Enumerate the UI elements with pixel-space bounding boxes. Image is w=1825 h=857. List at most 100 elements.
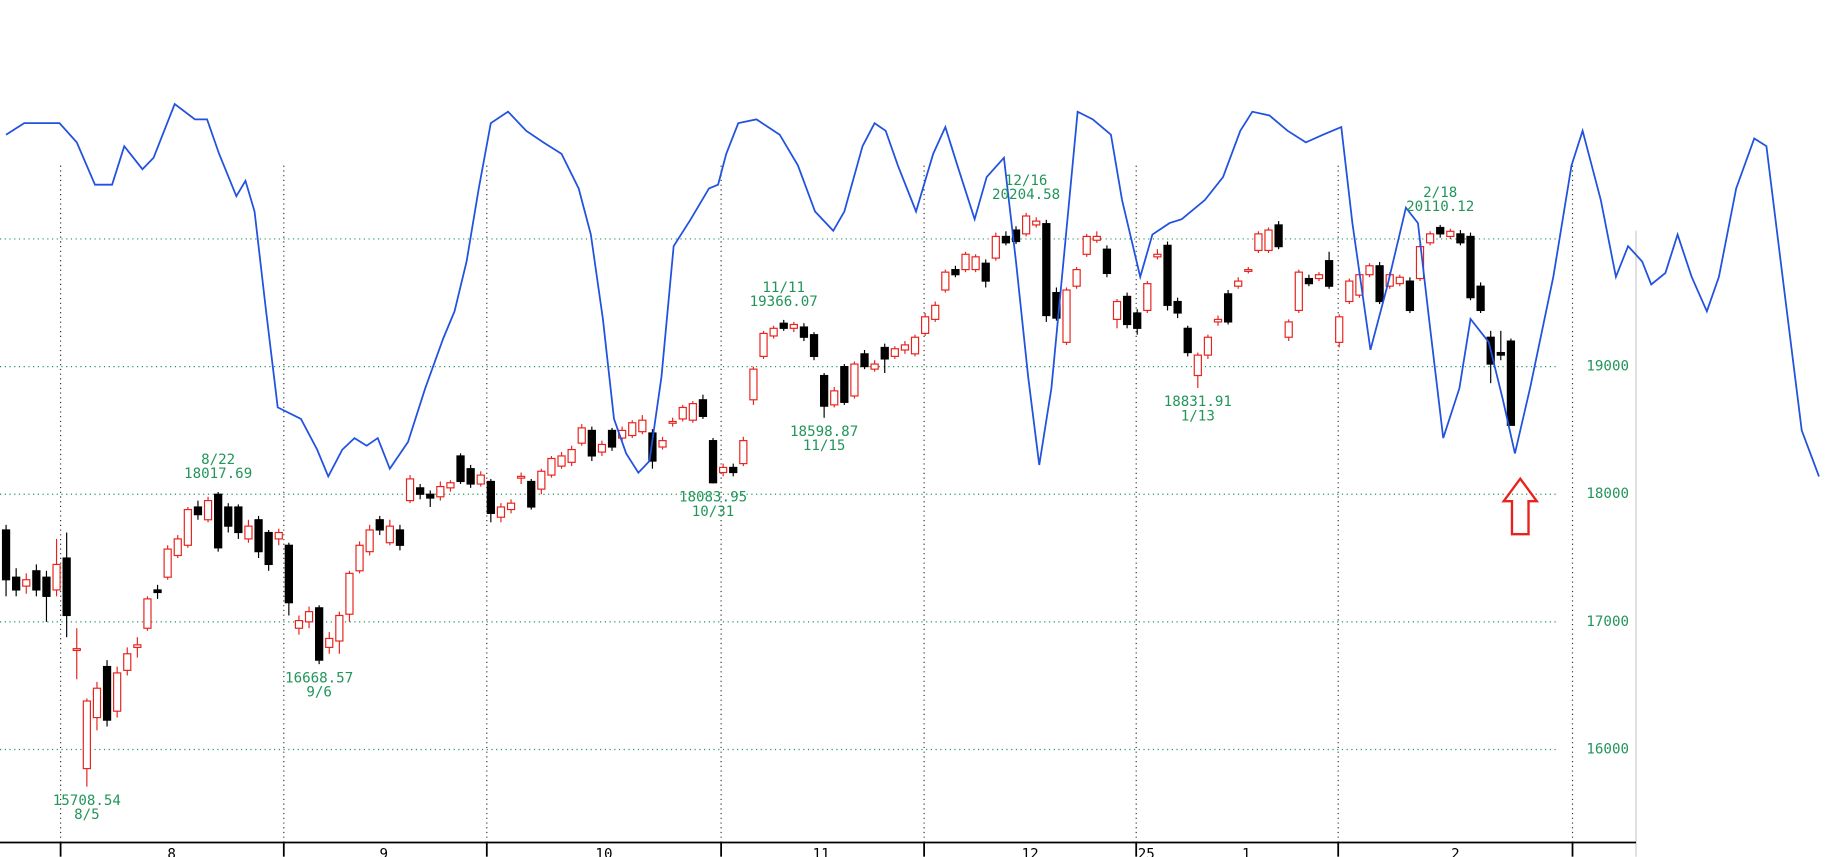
candle-body [577, 427, 586, 444]
candle-body [416, 487, 425, 495]
candle-body [729, 466, 738, 474]
candle-body [1244, 269, 1253, 272]
candle-body [385, 525, 394, 544]
y-tick-label: 16000 [1586, 741, 1629, 757]
candle-body [506, 502, 516, 511]
x-tick-label: 12 [1022, 846, 1039, 857]
candle-body [133, 644, 142, 648]
candle-body [597, 443, 607, 453]
candle-body [1072, 269, 1081, 287]
candle-body [42, 576, 51, 597]
candle-body [1193, 354, 1202, 377]
candle-body [971, 256, 980, 271]
candle-body [476, 474, 485, 485]
y-tick-label: 18000 [1586, 486, 1629, 502]
candle-body [102, 665, 112, 721]
candle-body [658, 440, 667, 448]
oscillator-line [5, 102, 1820, 479]
candle-body [62, 557, 71, 617]
candle-body [163, 548, 172, 578]
candle-body [1314, 274, 1324, 280]
candle-body [486, 480, 495, 514]
candle-body [1153, 253, 1162, 258]
candle-body [22, 579, 31, 587]
candle-body [173, 538, 182, 557]
candle-body [1143, 283, 1152, 312]
candle-body [607, 429, 617, 448]
annotation-value: 20204.58 [992, 187, 1060, 203]
candle-body [830, 390, 839, 406]
candle-body [446, 482, 455, 489]
candle-body [456, 455, 465, 483]
candle-body [72, 648, 81, 652]
annotation-value: 18831.91 [1164, 394, 1232, 410]
candle-body [1345, 280, 1354, 303]
candle-body [113, 672, 122, 712]
candle-body [1496, 351, 1505, 356]
candle-body [668, 420, 677, 424]
candle-body [1446, 230, 1455, 238]
candle-body [678, 406, 687, 420]
candle-body [708, 440, 718, 484]
candle-body [1274, 224, 1283, 248]
candle-body [850, 363, 859, 397]
candle-body [183, 508, 192, 546]
candle-body [527, 480, 536, 508]
candle-body [426, 493, 435, 499]
annotation-date: 12/16 [1005, 173, 1048, 189]
candle-body [567, 448, 576, 463]
candle-body [1254, 233, 1263, 252]
annotation-date: 1/13 [1181, 408, 1215, 424]
candle-body [1213, 318, 1223, 323]
candle-body [1092, 235, 1101, 241]
candle-body [557, 455, 566, 467]
candle-body [860, 353, 869, 368]
candle-body [1324, 260, 1334, 287]
candle-body [92, 687, 102, 719]
annotation-value: 18017.69 [184, 466, 252, 482]
candle-body [234, 506, 243, 534]
candle-body [1183, 327, 1192, 354]
annotation-value: 18083.95 [679, 490, 747, 506]
candle-body [1395, 276, 1404, 285]
candle-body [648, 432, 657, 462]
candle-body [547, 457, 556, 476]
annotation-date: 11/15 [803, 438, 846, 454]
candle-body [799, 326, 809, 338]
candle-body [638, 419, 647, 433]
x-tick-label: 1 [1242, 846, 1251, 857]
candle-body [698, 399, 708, 417]
annotation-value: 16668.57 [285, 670, 353, 686]
candle-body [759, 332, 768, 357]
candle-body [910, 336, 920, 355]
candle-body [1032, 220, 1041, 226]
candle-body [1466, 235, 1475, 299]
candle-body [1102, 248, 1112, 275]
candle-body [1122, 295, 1132, 326]
candle-body [1264, 229, 1273, 252]
candle-body [1436, 226, 1445, 235]
candle-body [52, 563, 61, 591]
candle-body [1062, 289, 1071, 343]
candle-body [920, 316, 930, 335]
candle-body [284, 544, 293, 604]
annotation-date: 2/18 [1423, 185, 1457, 201]
candle-body [1294, 271, 1303, 312]
candle-body [1042, 223, 1051, 317]
annotation-value: 15708.54 [53, 793, 121, 809]
annotation-date: 10/31 [692, 504, 735, 520]
candle-body [405, 478, 415, 502]
candle-body [880, 346, 889, 360]
candle-body [991, 235, 1000, 259]
candle-body [900, 344, 910, 351]
candle-body [789, 323, 798, 329]
candle-body [718, 466, 728, 474]
candle-body [1456, 233, 1465, 244]
arrow [1501, 476, 1540, 536]
annotation-value: 18598.87 [790, 424, 858, 440]
candle-body [1405, 280, 1415, 312]
candle-body [870, 363, 879, 370]
x-tick-label: 10 [595, 846, 612, 857]
candle-body [517, 475, 526, 479]
